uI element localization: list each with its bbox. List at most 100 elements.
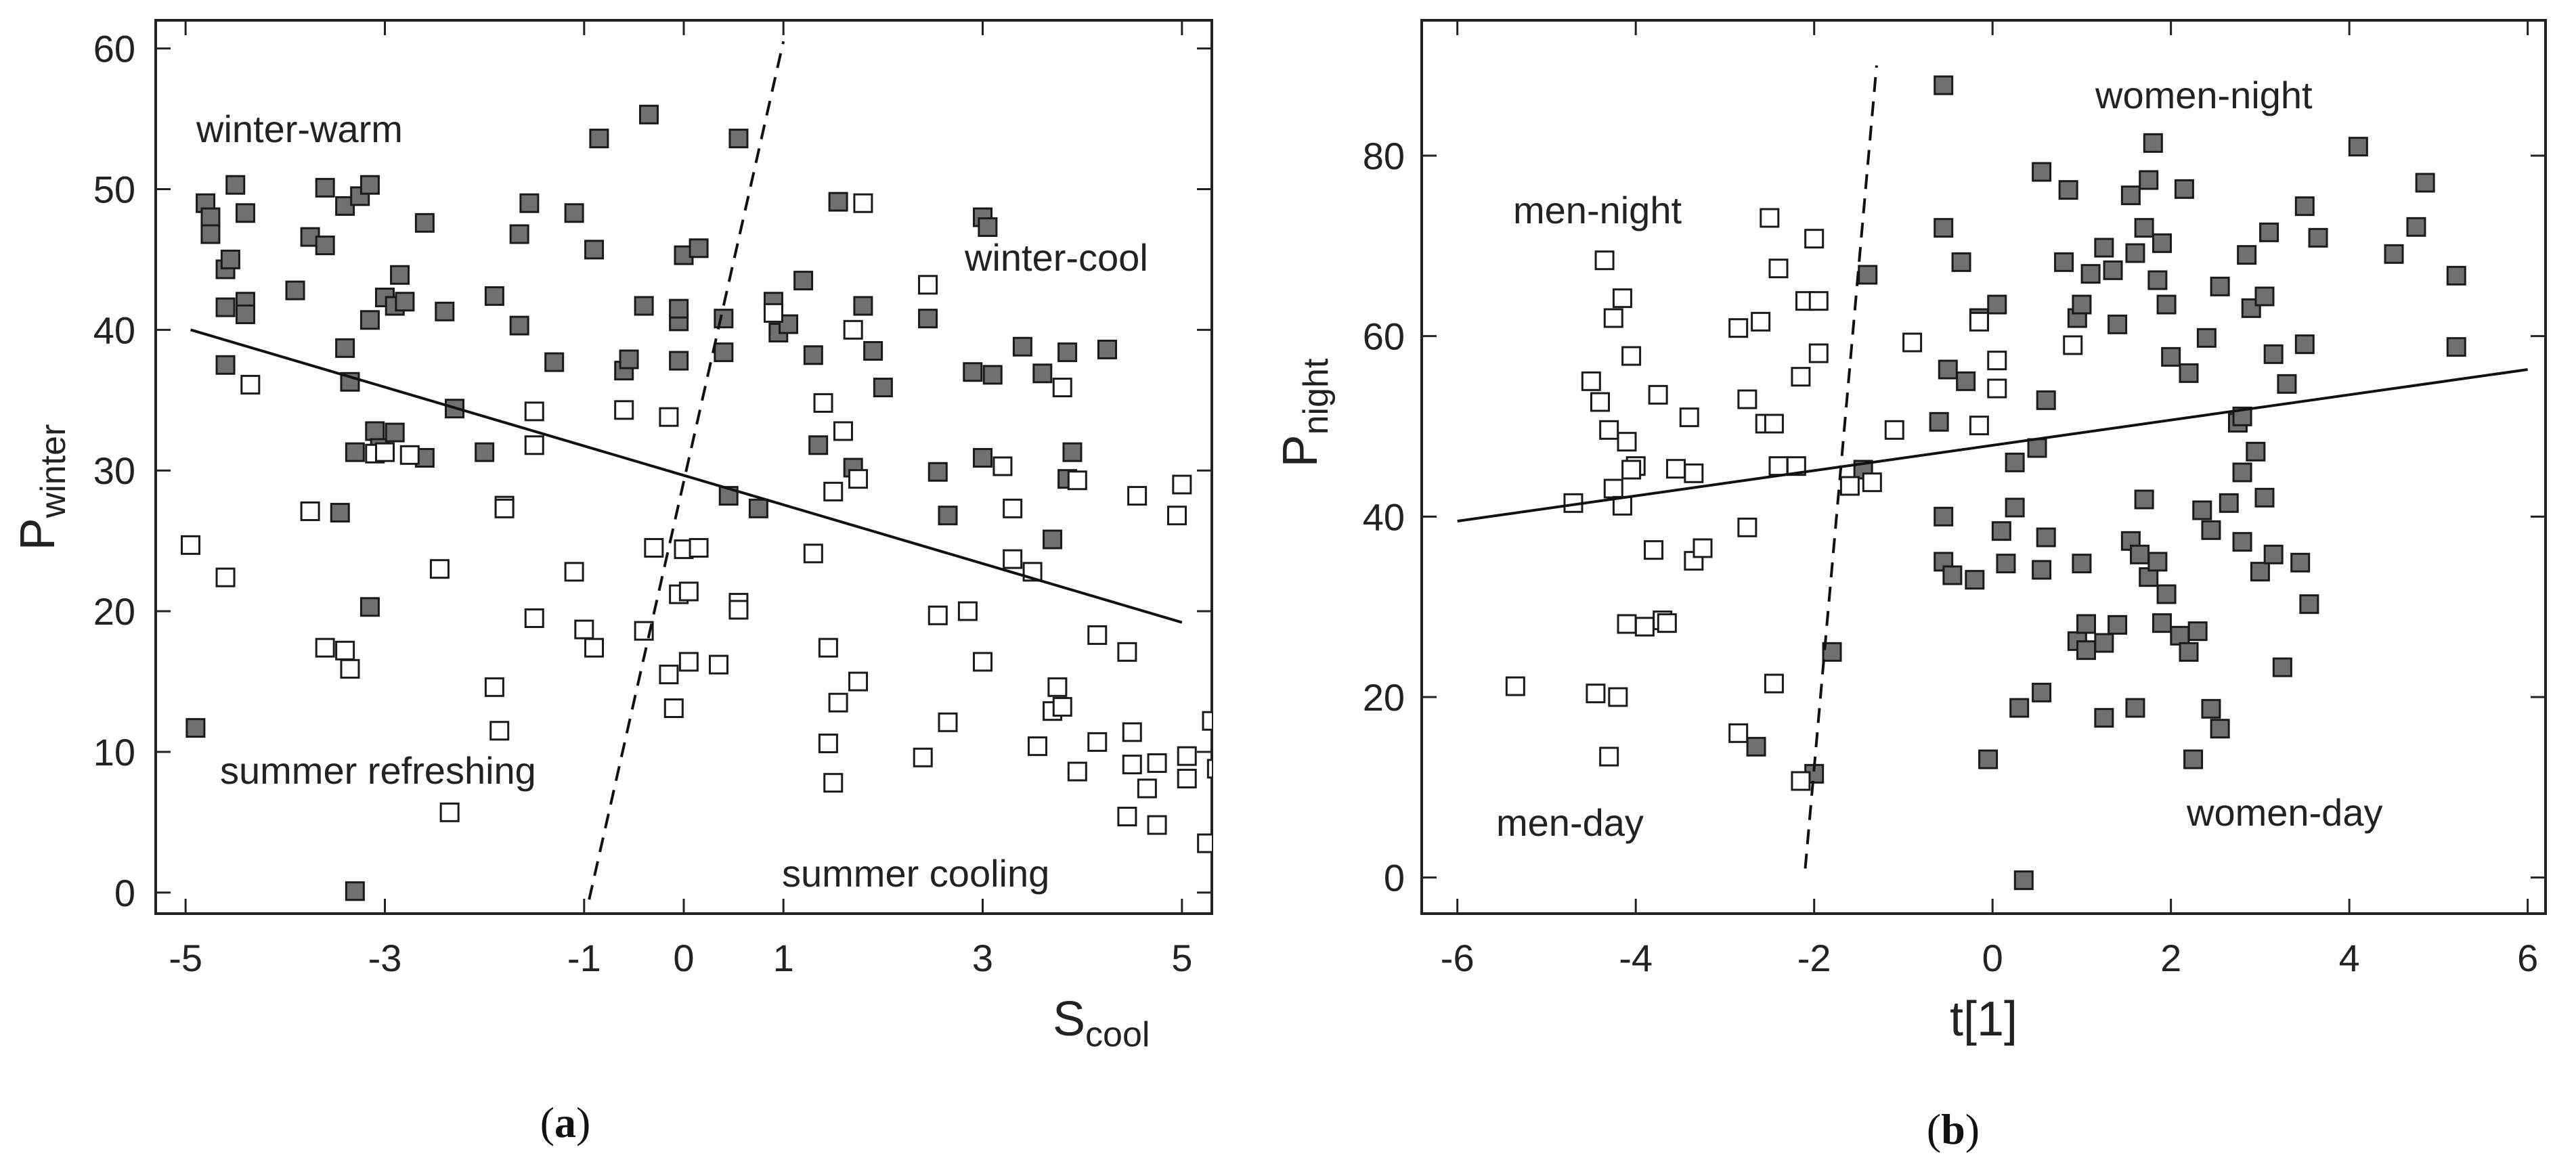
point-men — [1599, 420, 1619, 440]
point-summer — [644, 538, 664, 558]
point-summer — [1067, 470, 1087, 491]
point-summer — [973, 652, 993, 672]
point-winter — [1057, 342, 1078, 363]
point-men — [1617, 432, 1637, 452]
point-winter — [330, 503, 350, 523]
point-women — [2072, 294, 2092, 315]
point-summer — [659, 407, 679, 427]
point-women — [2152, 233, 2172, 253]
point-summer — [429, 559, 450, 579]
point-women — [2147, 270, 2168, 290]
point-men — [1987, 351, 2007, 371]
point-summer — [340, 658, 360, 679]
point-men — [1786, 456, 1806, 476]
point-summer — [1067, 761, 1087, 782]
point-summer — [663, 698, 684, 719]
point-men — [1679, 407, 1699, 428]
x-axis-label: Scool — [1053, 992, 1150, 1054]
point-winter — [484, 286, 504, 306]
x-tick-label: 0 — [673, 937, 694, 979]
point-women — [2152, 613, 2172, 633]
point-men — [1505, 676, 1525, 696]
point-winter — [315, 236, 335, 256]
point-women — [2058, 180, 2078, 200]
point-women — [2254, 286, 2275, 307]
point-women — [1929, 411, 1949, 432]
x-axis-label: t[1] — [1950, 992, 2017, 1046]
point-winter — [350, 186, 370, 206]
point-summer — [1117, 642, 1137, 662]
point-women — [2219, 493, 2239, 513]
point-women — [2125, 698, 2145, 718]
y-axis-label: Pwinter — [11, 424, 73, 551]
point-women — [2183, 749, 2204, 769]
x-tick-label: -4 — [1619, 937, 1653, 979]
point-women — [2130, 544, 2150, 564]
point-winter — [634, 296, 654, 316]
point-men — [2063, 335, 2083, 355]
point-men — [1764, 673, 1784, 694]
point-summer — [823, 773, 844, 793]
point-summer — [678, 581, 699, 602]
x-tick-label: 6 — [2517, 937, 2538, 979]
point-summer — [853, 193, 873, 213]
point-winter — [519, 193, 540, 213]
point-women — [1956, 371, 1976, 391]
dashed-separator-line — [588, 41, 785, 900]
point-women — [2108, 314, 2128, 334]
point-winter — [395, 292, 415, 312]
point-men — [1586, 684, 1606, 704]
point-women — [2005, 497, 2025, 518]
point-summer — [828, 692, 848, 713]
x-tick-label: 0 — [1982, 937, 2003, 979]
point-women — [1991, 521, 2011, 541]
solid-trend-line — [190, 328, 1183, 624]
point-men — [1621, 346, 1642, 366]
point-women — [2210, 276, 2230, 296]
point-winter — [1097, 339, 1117, 359]
panel-label: (a) — [540, 1098, 591, 1146]
point-women — [2036, 390, 2056, 410]
point-men — [1737, 517, 1758, 537]
point-women — [2147, 552, 2168, 572]
point-winter — [220, 249, 240, 269]
point-men — [1902, 332, 1923, 353]
point-men — [1594, 250, 1615, 271]
point-summer — [1137, 778, 1157, 799]
point-women — [2272, 657, 2292, 677]
point-winter — [200, 207, 221, 227]
point-women — [2036, 527, 2056, 548]
point-winter — [853, 296, 873, 316]
point-winter — [748, 498, 768, 518]
point-women — [2094, 633, 2114, 653]
point-summer — [181, 535, 201, 555]
point-women — [2134, 489, 2154, 510]
point-summer — [992, 456, 1013, 476]
point-winter — [714, 342, 734, 363]
point-women — [2187, 621, 2208, 642]
point-women — [2446, 265, 2466, 286]
point-women — [2232, 462, 2252, 483]
point-women — [2250, 562, 2270, 582]
point-winter — [359, 175, 380, 195]
point-women — [2032, 162, 2052, 182]
point-winter — [863, 341, 883, 361]
x-tick-label: 5 — [1171, 937, 1192, 979]
point-women — [2027, 438, 2047, 458]
point-summer — [1027, 736, 1047, 757]
point-winter — [544, 352, 565, 372]
point-women — [2125, 243, 2145, 263]
point-women — [2277, 374, 2297, 394]
point-summer — [1087, 732, 1108, 752]
y-tick-label: 0 — [114, 872, 135, 914]
point-winter — [873, 378, 893, 398]
point-women — [2076, 614, 2097, 634]
point-summer — [374, 442, 395, 462]
point-men — [1764, 414, 1784, 434]
point-men — [1808, 343, 1829, 363]
point-women — [2174, 179, 2194, 199]
point-women — [2201, 698, 2221, 719]
y-tick-label: 60 — [93, 28, 135, 70]
point-winter — [638, 104, 659, 125]
y-axis-label: Pnight — [1273, 358, 1336, 467]
